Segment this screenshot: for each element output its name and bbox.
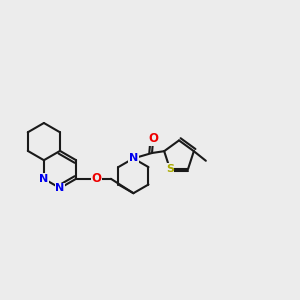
Text: O: O — [92, 172, 101, 185]
Text: S: S — [166, 164, 174, 174]
Text: O: O — [148, 132, 158, 145]
Text: N: N — [129, 153, 138, 164]
Text: N: N — [56, 183, 64, 193]
Text: N: N — [39, 174, 49, 184]
